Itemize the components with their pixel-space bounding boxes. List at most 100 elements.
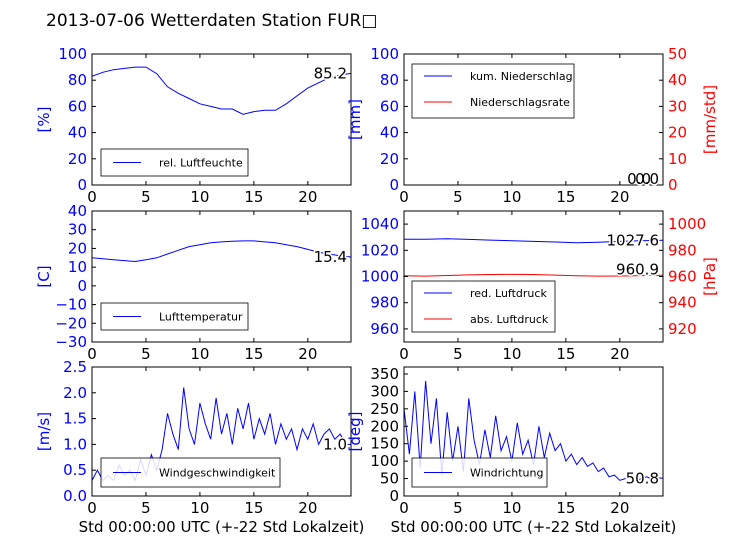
y-right-tick-label: 10 bbox=[668, 150, 687, 168]
y-axis-label: [m/s] bbox=[35, 412, 53, 451]
figure-title: 2013-07-06 Wetterdaten Station FUR□ bbox=[46, 11, 377, 31]
x-tick-label: 5 bbox=[453, 188, 463, 206]
legend-box bbox=[411, 280, 556, 333]
y-tick-label: 0 bbox=[77, 176, 87, 194]
x-tick-label: 0 bbox=[87, 499, 97, 517]
last-value-right-label: 0.0 bbox=[627, 170, 651, 188]
x-tick-label: 0 bbox=[87, 345, 97, 363]
y-right-tick-label: 920 bbox=[668, 320, 697, 338]
panel-humidity: 0 5 10 15 20 0 20 40 60 80 100 [%] rel. Luftfeuchte 8… bbox=[35, 45, 352, 206]
y-axis-label: [mm] bbox=[346, 99, 364, 140]
plot-frame bbox=[91, 53, 352, 186]
y-tick-label: 100 bbox=[370, 452, 399, 470]
y-right-tick-label: 50 bbox=[668, 45, 687, 63]
series-line-temperature-0 bbox=[92, 240, 351, 263]
x-tick-label: 20 bbox=[610, 499, 629, 517]
y-tick-label: 1000 bbox=[361, 268, 399, 286]
last-value-label: 15.4 bbox=[314, 248, 347, 266]
y-tick-label: 2.0 bbox=[63, 384, 87, 402]
y-tick-label: 0.5 bbox=[63, 461, 87, 479]
y-right-axis-label: [mm/std] bbox=[701, 85, 719, 154]
y-tick-label: −10 bbox=[55, 296, 87, 314]
y-tick-label: 2.5 bbox=[63, 358, 87, 376]
y-tick-label: 300 bbox=[370, 382, 399, 400]
series-line-pressure-0 bbox=[404, 238, 663, 244]
x-tick-label: 15 bbox=[244, 345, 263, 363]
y-tick-label: 40 bbox=[68, 124, 87, 142]
x-tick-label: 10 bbox=[502, 499, 521, 517]
y-tick-label: 980 bbox=[370, 294, 399, 312]
y-right-tick-label: 940 bbox=[668, 294, 697, 312]
x-tick-label: 10 bbox=[190, 499, 209, 517]
y-tick-label: 350 bbox=[370, 365, 399, 383]
y-tick-label: 250 bbox=[370, 400, 399, 418]
legend-entry: Lufttemperatur bbox=[159, 311, 243, 324]
x-tick-label: 5 bbox=[141, 499, 151, 517]
x-axis-label: Std 00:00:00 UTC (+-22 Std Lokalzeit) bbox=[391, 518, 677, 536]
y-right-tick-label: 40 bbox=[668, 71, 687, 89]
y-tick-label: 100 bbox=[58, 45, 87, 63]
x-tick-label: 15 bbox=[244, 188, 263, 206]
y-tick-label: 40 bbox=[380, 124, 399, 142]
x-tick-label: 20 bbox=[298, 188, 317, 206]
x-tick-label: 20 bbox=[610, 188, 629, 206]
x-tick-label: 0 bbox=[399, 499, 409, 517]
x-tick-label: 10 bbox=[190, 345, 209, 363]
last-value-label: 0.0 bbox=[635, 170, 659, 188]
x-tick-label: 5 bbox=[141, 345, 151, 363]
x-tick-label: 20 bbox=[610, 345, 629, 363]
plot-frame bbox=[91, 210, 352, 343]
y-right-tick-label: 0 bbox=[668, 176, 678, 194]
y-tick-label: 0 bbox=[389, 487, 399, 505]
panel-windspeed: 0 5 10 15 20 0.0 0.5 1.0 1.5 2.0 2.5 [m/s] Std 00:00… bbox=[35, 358, 364, 536]
series-line-pressure-1 bbox=[404, 273, 663, 277]
y-tick-label: −20 bbox=[55, 314, 87, 332]
y-tick-label: 1040 bbox=[361, 215, 399, 233]
x-tick-label: 10 bbox=[502, 345, 521, 363]
plot-frame bbox=[403, 366, 664, 497]
x-tick-label: 20 bbox=[298, 345, 317, 363]
y-axis-label: [C] bbox=[35, 265, 53, 287]
x-tick-label: 20 bbox=[298, 499, 317, 517]
last-value-label: 1027.6 bbox=[607, 231, 660, 249]
y-tick-label: 40 bbox=[68, 202, 87, 220]
y-axis-label: [deg] bbox=[346, 412, 364, 452]
y-right-tick-label: 30 bbox=[668, 97, 687, 115]
legend-box bbox=[100, 457, 281, 488]
legend-entry: Niederschlagsrate bbox=[470, 96, 570, 109]
y-right-tick-label: 960 bbox=[668, 268, 697, 286]
y-tick-label: 20 bbox=[68, 150, 87, 168]
x-tick-label: 5 bbox=[453, 345, 463, 363]
y-tick-label: 30 bbox=[68, 221, 87, 239]
y-tick-label: 200 bbox=[370, 417, 399, 435]
last-value-right-label: 960.9 bbox=[616, 260, 659, 278]
x-tick-label: 15 bbox=[556, 188, 575, 206]
x-axis-label: Std 00:00:00 UTC (+-22 Std Lokalzeit) bbox=[79, 518, 365, 536]
x-tick-label: 5 bbox=[453, 499, 463, 517]
last-value-label: 1.0 bbox=[323, 435, 347, 453]
x-tick-label: 10 bbox=[502, 188, 521, 206]
last-value-label: 50.8 bbox=[626, 469, 659, 487]
y-tick-label: 50 bbox=[380, 470, 399, 488]
legend-box bbox=[411, 63, 575, 119]
x-tick-label: 10 bbox=[190, 188, 209, 206]
panel-precip: 0 5 10 15 20 0 20 40 60 80 100 0 10 20 30 40 50 [mm] [mm/s… bbox=[346, 45, 719, 206]
y-right-tick-label: 20 bbox=[668, 124, 687, 142]
y-tick-label: 1.0 bbox=[63, 435, 87, 453]
y-tick-label: 100 bbox=[370, 45, 399, 63]
last-value-label: 85.2 bbox=[314, 64, 347, 82]
legend-entry: rel. Luftfeuchte bbox=[159, 157, 243, 170]
legend-entry: abs. Luftdruck bbox=[470, 313, 549, 326]
y-tick-label: 80 bbox=[68, 71, 87, 89]
x-tick-label: 0 bbox=[399, 345, 409, 363]
x-tick-label: 5 bbox=[141, 188, 151, 206]
y-tick-label: 60 bbox=[68, 97, 87, 115]
legend-entry: Windrichtung bbox=[470, 467, 543, 480]
y-tick-label: 60 bbox=[380, 97, 399, 115]
y-tick-label: 1.5 bbox=[63, 410, 87, 428]
y-tick-label: 80 bbox=[380, 71, 399, 89]
x-tick-label: 0 bbox=[399, 188, 409, 206]
y-tick-label: 0.0 bbox=[63, 487, 87, 505]
